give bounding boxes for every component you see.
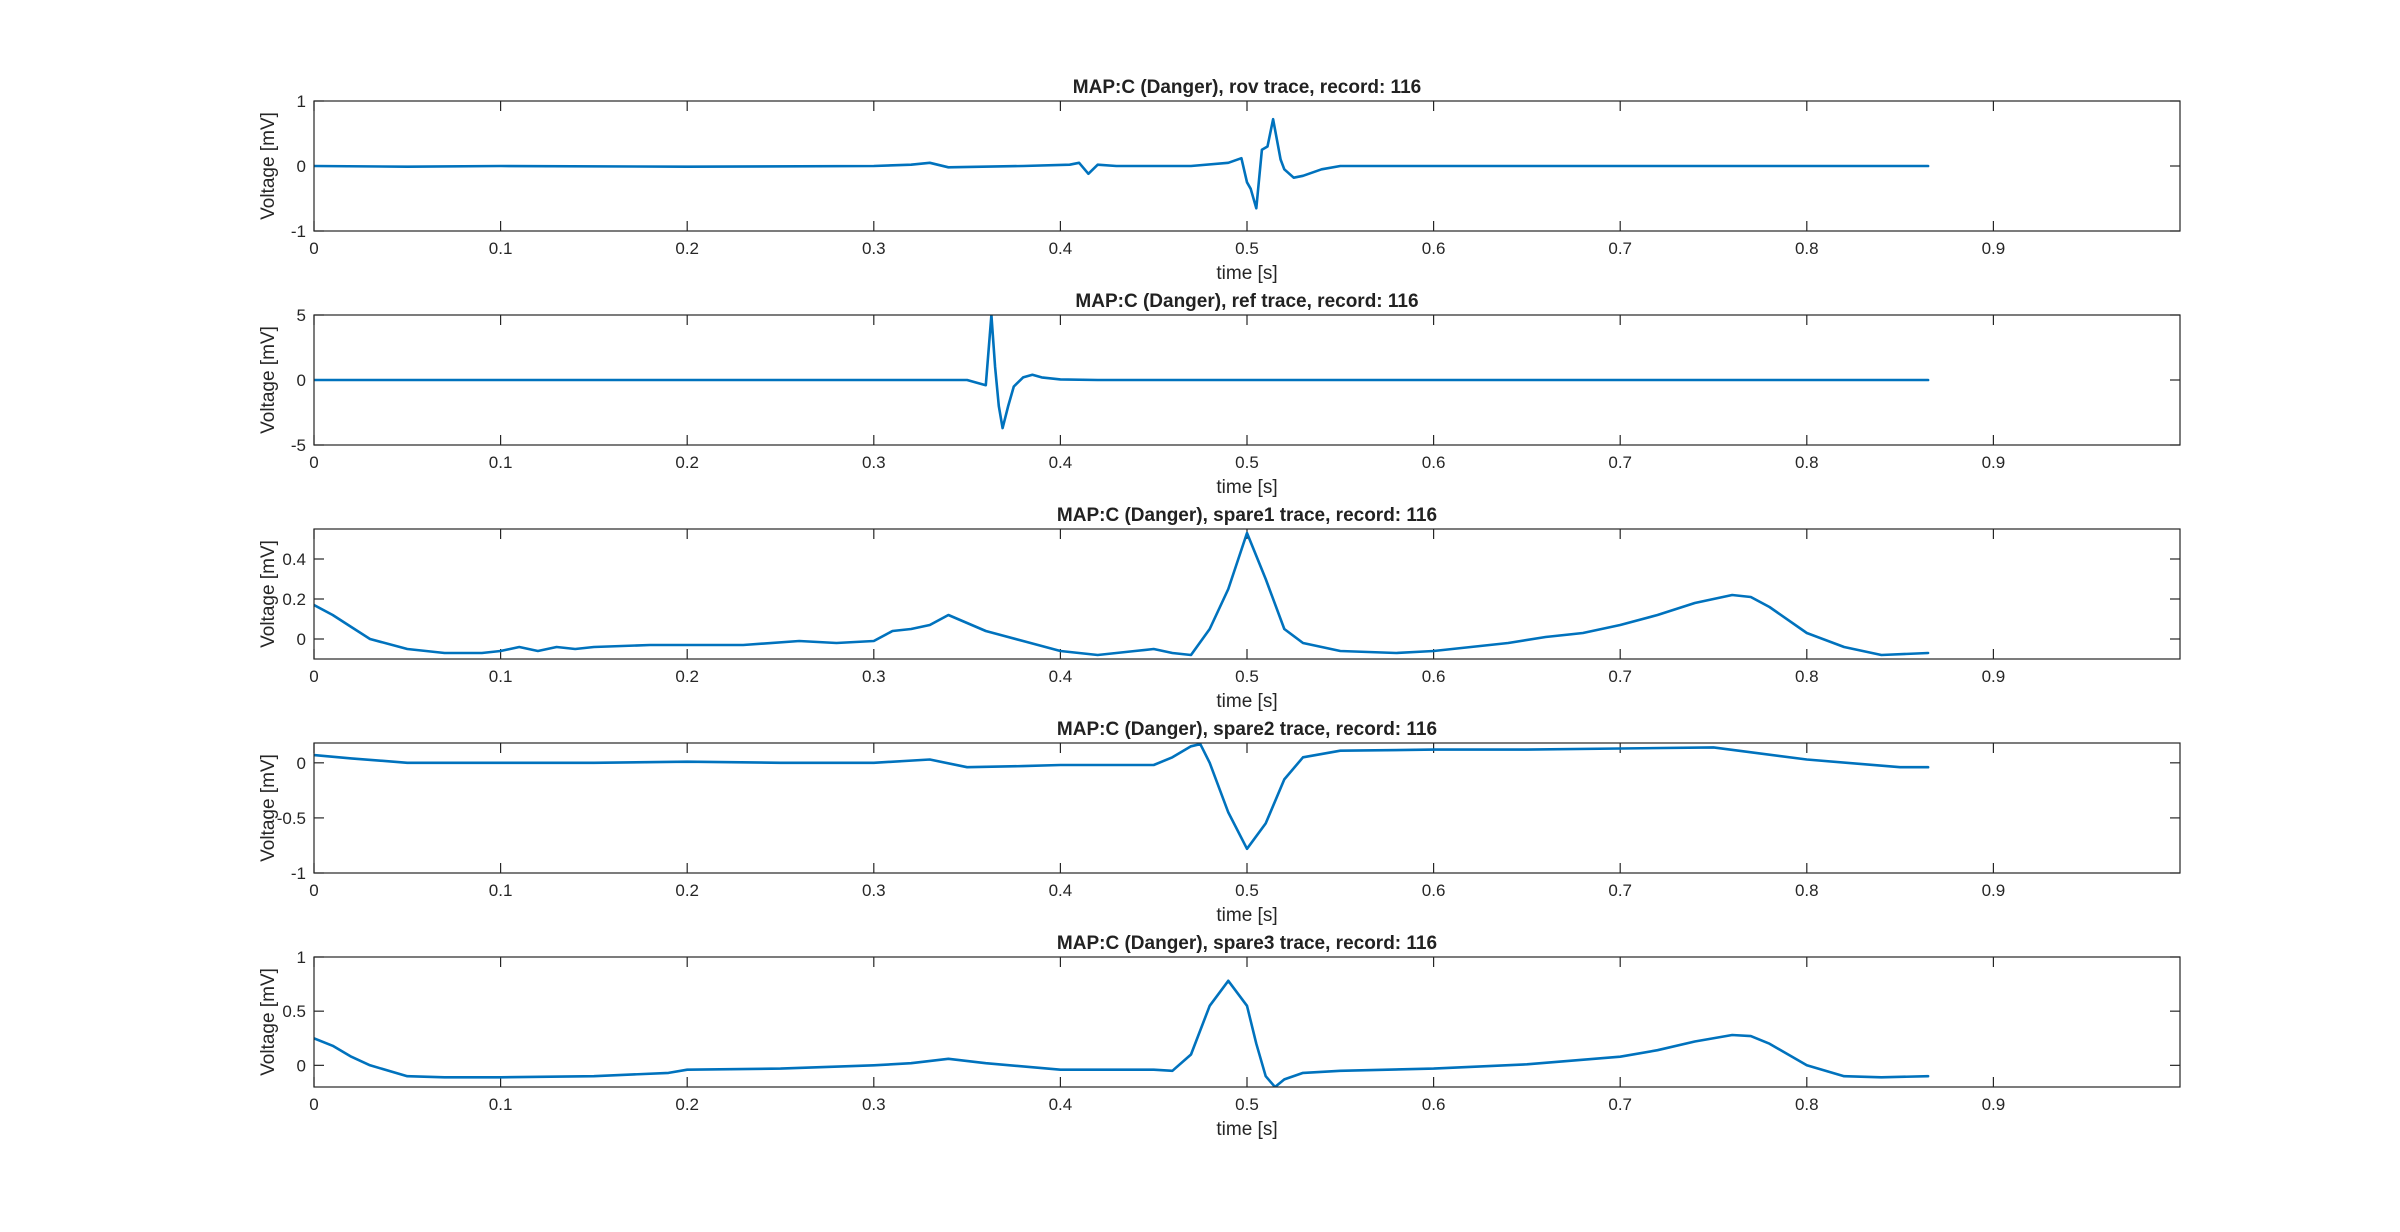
chart-1-y-axis-label: Voltage [mV] <box>258 112 279 220</box>
chart-2-series-line <box>314 315 1930 430</box>
chart-2-x-tick-label: 0.8 <box>1795 453 1819 472</box>
chart-5-x-tick-label: 0.5 <box>1235 1095 1259 1114</box>
chart-4-x-tick-label: 0.2 <box>675 881 699 900</box>
chart-1-axes-box <box>313 100 2181 232</box>
chart-2-x-tick-label: 0.1 <box>489 453 513 472</box>
chart-3-x-tick-label: 0.5 <box>1235 667 1259 686</box>
chart-4-y-tick-label: 0 <box>297 754 306 773</box>
chart-1-series-line <box>314 117 1930 210</box>
chart-1-y-tick-label: -1 <box>291 222 306 241</box>
chart-1-x-tick-label: 0 <box>309 239 318 258</box>
chart-3-x-tick-label: 0 <box>309 667 318 686</box>
chart-1-x-tick-label: 0.1 <box>489 239 513 258</box>
chart-2-x-tick-label: 0.7 <box>1608 453 1632 472</box>
chart-3-panel: MAP:C (Danger), spare1 trace, record: 11… <box>258 505 2181 712</box>
chart-5-x-tick-label: 0.6 <box>1422 1095 1446 1114</box>
chart-5-x-tick-label: 0.8 <box>1795 1095 1819 1114</box>
chart-3-axes-box <box>313 528 2181 660</box>
chart-3-y-tick-label: 0.4 <box>282 550 306 569</box>
chart-5-title: MAP:C (Danger), spare3 trace, record: 11… <box>1057 933 1437 954</box>
chart-1-x-tick-label: 0.7 <box>1608 239 1632 258</box>
chart-1-x-tick-label: 0.5 <box>1235 239 1259 258</box>
chart-4-panel: MAP:C (Danger), spare2 trace, record: 11… <box>258 719 2181 926</box>
chart-4-x-tick-label: 0.5 <box>1235 881 1259 900</box>
chart-2-y-tick-label: -5 <box>291 436 306 455</box>
chart-4-x-tick-label: 0.8 <box>1795 881 1819 900</box>
chart-5-x-tick-label: 0.7 <box>1608 1095 1632 1114</box>
chart-4-x-tick-label: 0.4 <box>1049 881 1073 900</box>
chart-4-axes-box <box>313 742 2181 874</box>
chart-3-x-tick-label: 0.1 <box>489 667 513 686</box>
chart-2-y-tick-label: 0 <box>297 371 306 390</box>
chart-1-x-tick-label: 0.4 <box>1049 239 1073 258</box>
chart-1-x-tick-label: 0.6 <box>1422 239 1446 258</box>
chart-2-title: MAP:C (Danger), ref trace, record: 116 <box>1075 291 1418 312</box>
chart-5-y-axis-label: Voltage [mV] <box>258 968 279 1076</box>
chart-4-x-tick-label: 0 <box>309 881 318 900</box>
chart-2-x-axis-label: time [s] <box>1216 477 1277 498</box>
chart-3-y-tick-label: 0 <box>297 630 306 649</box>
chart-5-panel: MAP:C (Danger), spare3 trace, record: 11… <box>258 933 2181 1140</box>
chart-2-x-tick-label: 0.9 <box>1982 453 2006 472</box>
chart-1-x-tick-label: 0.3 <box>862 239 886 258</box>
chart-3-y-tick-label: 0.2 <box>282 590 306 609</box>
chart-2-x-tick-label: 0 <box>309 453 318 472</box>
chart-4-series-line <box>314 743 1930 851</box>
chart-5-x-tick-label: 0 <box>309 1095 318 1114</box>
chart-1-x-axis-label: time [s] <box>1216 263 1277 284</box>
chart-2-x-tick-label: 0.6 <box>1422 453 1446 472</box>
chart-4-y-tick-label: -0.5 <box>277 809 306 828</box>
chart-4-x-tick-label: 0.1 <box>489 881 513 900</box>
chart-2-y-axis-label: Voltage [mV] <box>258 326 279 434</box>
chart-4-x-tick-label: 0.6 <box>1422 881 1446 900</box>
chart-2-x-tick-label: 0.5 <box>1235 453 1259 472</box>
chart-2-panel: MAP:C (Danger), ref trace, record: 116 0 0… <box>258 291 2181 498</box>
chart-5-x-tick-label: 0.2 <box>675 1095 699 1114</box>
chart-4-x-tick-label: 0.7 <box>1608 881 1632 900</box>
chart-4-x-tick-label: 0.9 <box>1982 881 2006 900</box>
chart-5-x-tick-label: 0.9 <box>1982 1095 2006 1114</box>
chart-3-y-axis-label: Voltage [mV] <box>258 540 279 648</box>
chart-4-x-tick-label: 0.3 <box>862 881 886 900</box>
chart-4-y-axis-label: Voltage [mV] <box>258 754 279 862</box>
chart-4-x-axis-label: time [s] <box>1216 905 1277 926</box>
chart-3-x-tick-label: 0.2 <box>675 667 699 686</box>
chart-3-title: MAP:C (Danger), spare1 trace, record: 11… <box>1057 505 1437 526</box>
chart-3-x-tick-label: 0.3 <box>862 667 886 686</box>
chart-1-x-tick-label: 0.9 <box>1982 239 2006 258</box>
chart-2-x-tick-label: 0.3 <box>862 453 886 472</box>
chart-5-x-axis-label: time [s] <box>1216 1119 1277 1140</box>
chart-2-axes-box <box>313 314 2181 446</box>
chart-3-x-tick-label: 0.8 <box>1795 667 1819 686</box>
chart-3-x-axis-label: time [s] <box>1216 691 1277 712</box>
chart-2-x-tick-label: 0.4 <box>1049 453 1073 472</box>
chart-5-axes-box <box>313 956 2181 1088</box>
chart-5-x-tick-label: 0.3 <box>862 1095 886 1114</box>
chart-2-x-tick-label: 0.2 <box>675 453 699 472</box>
chart-5-y-tick-label: 0.5 <box>282 1002 306 1021</box>
chart-1-x-tick-label: 0.2 <box>675 239 699 258</box>
chart-1-title: MAP:C (Danger), rov trace, record: 116 <box>1073 77 1421 98</box>
chart-5-y-tick-label: 1 <box>297 948 306 967</box>
chart-3-series-line <box>314 531 1930 657</box>
chart-1-x-tick-label: 0.8 <box>1795 239 1819 258</box>
chart-5-series-line <box>314 979 1930 1087</box>
chart-3-x-tick-label: 0.9 <box>1982 667 2006 686</box>
chart-1-panel: MAP:C (Danger), rov trace, record: 116 0 0… <box>258 77 2181 284</box>
chart-3-x-tick-label: 0.4 <box>1049 667 1073 686</box>
chart-4-title: MAP:C (Danger), spare2 trace, record: 11… <box>1057 719 1437 740</box>
chart-4-y-tick-label: -1 <box>291 864 306 883</box>
chart-1-y-tick-label: 0 <box>297 157 306 176</box>
chart-1-y-tick-label: 1 <box>297 92 306 111</box>
chart-5-y-tick-label: 0 <box>297 1056 306 1075</box>
chart-5-x-tick-label: 0.1 <box>489 1095 513 1114</box>
chart-3-x-tick-label: 0.6 <box>1422 667 1446 686</box>
chart-5-x-tick-label: 0.4 <box>1049 1095 1073 1114</box>
chart-3-x-tick-label: 0.7 <box>1608 667 1632 686</box>
chart-2-y-tick-label: 5 <box>297 306 306 325</box>
